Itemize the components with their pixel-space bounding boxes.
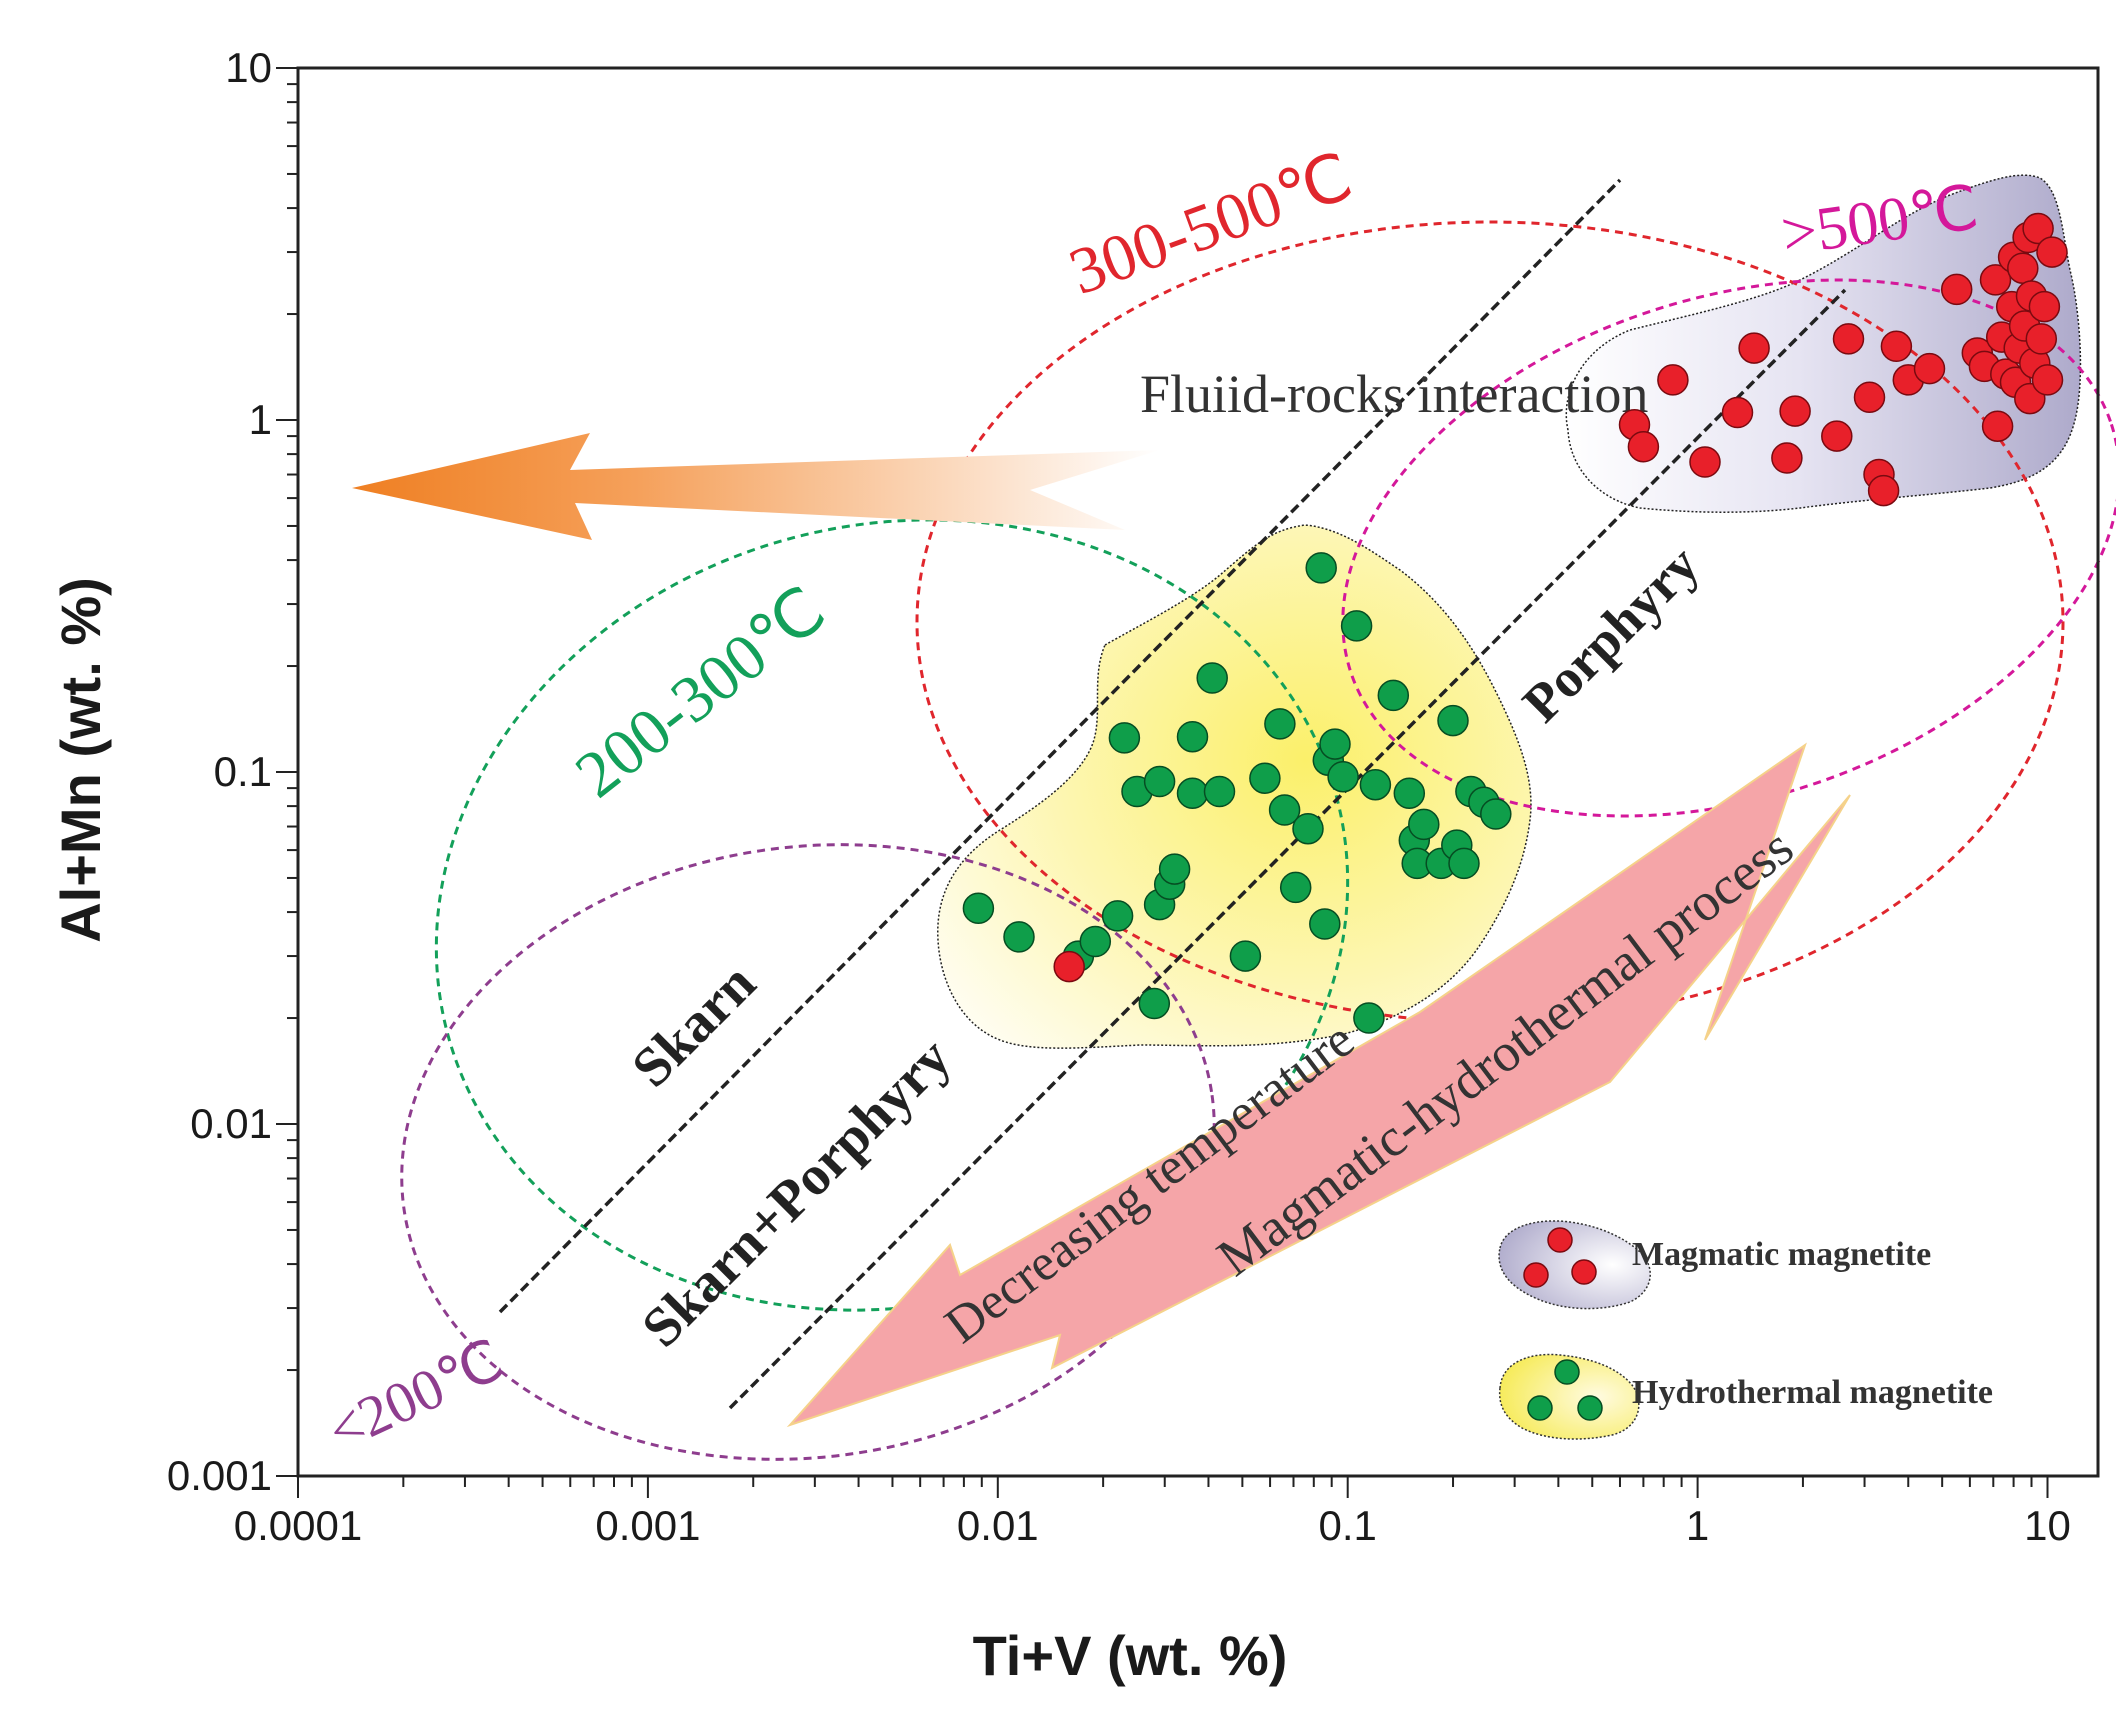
magmatic-point: [1880, 330, 1913, 363]
magmatic-point: [1689, 446, 1721, 478]
x-tick-label: 0.001: [595, 1502, 700, 1549]
y-tick-label: 1: [249, 396, 272, 443]
decreasing-temperature-arrow: [786, 742, 1851, 1428]
hydrothermal-point: [1309, 908, 1341, 940]
legend-hydrothermal-dot: [1554, 1359, 1580, 1385]
hydrothermal-point: [1108, 722, 1141, 754]
hydrothermal-point: [1377, 679, 1410, 712]
x-tick-label: 0.01: [957, 1502, 1039, 1549]
y-tick-labels: 0.001 0.01 0.1 1 10: [167, 44, 272, 1499]
axis-ticks: [276, 67, 2049, 1498]
hydrothermal-point: [1229, 940, 1262, 972]
hydrothermal-point: [1143, 765, 1176, 798]
magmatic-point: [1979, 264, 2012, 296]
y-tick-label: 0.01: [190, 1100, 272, 1147]
label-skarn: Skarn: [620, 952, 767, 1099]
y-tick-label: 0.001: [167, 1452, 272, 1499]
hydrothermal-point: [1359, 768, 1392, 801]
legend-magmatic-dot: [1547, 1227, 1573, 1253]
ellipse-lt200: [400, 843, 1216, 1461]
hydrothermal-point: [1408, 808, 1440, 841]
hydrothermal-point: [1268, 794, 1301, 826]
y-tick-label: 0.1: [214, 748, 272, 795]
magmatic-point: [1721, 396, 1754, 429]
label-fluid-rocks: Fluiid-rocks interaction: [1140, 364, 1648, 424]
magmatic-point: [1981, 410, 2014, 442]
hydrothermal-point: [1203, 775, 1236, 808]
label-lt200: <200℃: [318, 1327, 513, 1464]
magmatic-point: [1853, 381, 1886, 414]
data-points: [962, 212, 2068, 1034]
hydrothermal-point: [1353, 1002, 1385, 1034]
x-axis-title: Ti+V (wt. %): [973, 1624, 1288, 1687]
hydrothermal-point: [1448, 847, 1480, 880]
ellipse-gt500: [1341, 278, 2116, 818]
hydrothermal-point: [1319, 728, 1351, 760]
hydrothermal-point: [1264, 708, 1296, 740]
hydrothermal-point: [1292, 812, 1324, 845]
magmatic-point: [2025, 323, 2058, 355]
outlier-point: [1053, 950, 1085, 983]
legend-hydrothermal-dot: [1577, 1395, 1603, 1421]
magmatic-point: [2036, 236, 2068, 268]
hydrothermal-point: [1176, 720, 1209, 753]
magmatic-point: [2031, 364, 2064, 396]
magmatic-point: [2022, 212, 2054, 245]
skarn-boundary-line: [498, 178, 1622, 1314]
legend-magmatic-dot: [1571, 1259, 1597, 1285]
magmatic-point: [2028, 290, 2061, 323]
magmatic-point: [1738, 332, 1770, 364]
magmatic-point: [1627, 430, 1660, 463]
legend-hydrothermal-dot: [1527, 1395, 1553, 1421]
hydrothermal-point: [1158, 853, 1191, 885]
magmatic-point: [1913, 352, 1946, 385]
hydrothermal-point: [1196, 662, 1228, 694]
hydrothermal-point: [1327, 760, 1359, 793]
magmatic-point: [1771, 442, 1803, 474]
label-porphyry: Porphyry: [1511, 534, 1710, 733]
fluid-interaction-arrow: [352, 433, 1160, 540]
label-200-300: 200-300℃: [562, 573, 839, 812]
y-tick-label: 10: [225, 44, 272, 91]
hydrothermal-point: [1176, 777, 1209, 810]
magmatic-field: [1565, 174, 2082, 513]
label-300-500: 300-500℃: [1060, 140, 1361, 309]
hydrothermal-point: [1437, 704, 1469, 737]
hydrothermal-point: [1305, 552, 1337, 584]
hydrothermal-point: [1279, 871, 1312, 904]
hydrothermal-point: [1003, 921, 1035, 953]
hydrothermal-point: [1079, 925, 1112, 958]
magmatic-point: [1779, 395, 1811, 427]
hydrothermal-point: [962, 892, 995, 925]
hydrothermal-point: [1393, 777, 1426, 810]
legend-magmatic-label: Magmatic magnetite: [1632, 1236, 1931, 1273]
magmatic-point: [1821, 420, 1853, 452]
x-tick-label: 0.0001: [234, 1502, 362, 1549]
hydrothermal-point: [1249, 762, 1281, 794]
magmatic-point: [1657, 364, 1689, 396]
hydrothermal-point: [1138, 987, 1171, 1020]
y-axis-title: Al+Mn (wt. %): [49, 577, 112, 943]
magmatic-point: [2007, 252, 2039, 284]
x-tick-label: 10: [2024, 1502, 2071, 1549]
x-tick-label: 0.1: [1319, 1502, 1377, 1549]
legend-hydrothermal-label: Hydrothermal magnetite: [1632, 1374, 1993, 1411]
x-tick-labels: 0.0001 0.001 0.01 0.1 1 10: [234, 1502, 2071, 1549]
hydrothermal-point: [1480, 798, 1512, 830]
x-tick-label: 1: [1686, 1502, 1709, 1549]
legend: Magmatic magnetite Hydrothermal magnetit…: [1498, 1220, 1993, 1440]
legend-magmatic-dot: [1523, 1262, 1549, 1288]
porphyry-boundary-line: [728, 288, 1847, 1410]
magmatic-point: [1940, 273, 1973, 306]
hydrothermal-point: [1340, 610, 1373, 642]
hydrothermal-point: [1101, 900, 1134, 932]
magmatic-point: [1832, 323, 1865, 355]
magmatic-point: [1867, 474, 1900, 507]
